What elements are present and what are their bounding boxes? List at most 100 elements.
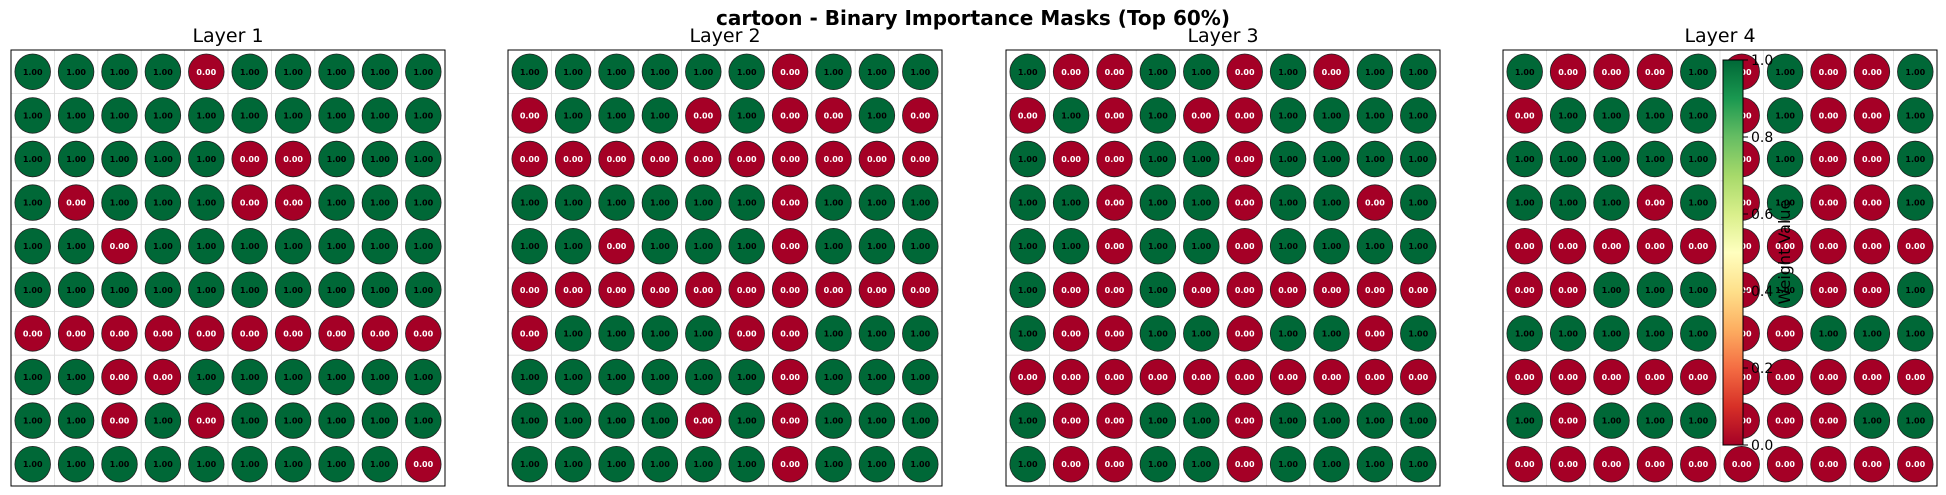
mask-cell-label: 1.00 [824, 460, 844, 469]
mask-cell-label: 1.00 [1558, 155, 1578, 164]
mask-cell [1313, 184, 1350, 221]
mask-cell-label: 1.00 [240, 111, 260, 120]
mask-cell-label: 0.00 [780, 68, 800, 77]
mask-cell [1269, 53, 1307, 90]
mask-cell-label: 1.00 [66, 68, 86, 77]
mask-cell [1226, 97, 1263, 134]
mask-cell [144, 140, 182, 178]
mask-cell-label: 1.00 [563, 199, 583, 208]
mask-cell-label: 1.00 [1905, 68, 1925, 77]
mask-cell [511, 446, 548, 483]
mask-cell-label: 0.00 [1061, 68, 1081, 77]
mask-cell [361, 402, 399, 439]
mask-cell [1897, 184, 1934, 221]
mask-cell-label: 1.00 [370, 111, 390, 120]
mask-cell [685, 228, 722, 265]
mask-cell-label: 1.00 [196, 460, 216, 469]
mask-cell [1680, 140, 1717, 178]
mask-cell [361, 228, 399, 265]
mask-cell [1356, 184, 1394, 221]
colorbar-tick-label: 0.4 [1751, 284, 1773, 300]
mask-cell-label: 1.00 [66, 286, 86, 295]
mask-cell-label: 1.00 [1905, 111, 1925, 120]
mask-cell [858, 97, 896, 134]
mask-cell [1269, 228, 1307, 265]
mask-cell-label: 1.00 [824, 242, 844, 251]
mask-cell-label: 0.00 [1602, 373, 1622, 382]
mask-cell [1139, 271, 1177, 308]
mask-cell [1183, 315, 1220, 352]
mask-cell [274, 140, 312, 178]
layer-panel-3: Layer 3 1.00 0.00 0.00 1.00 1.00 0.00 1.00 0.00 1… [1005, 25, 1441, 487]
mask-cell [641, 271, 679, 308]
mask-cell [902, 140, 939, 178]
mask-cell [641, 184, 679, 221]
mask-cell [405, 446, 442, 483]
colorbar-gradient [1722, 59, 1744, 446]
mask-cell [144, 446, 182, 483]
mask-cell-label: 1.00 [196, 199, 216, 208]
mask-cell [1313, 446, 1350, 483]
mask-cell-label: 1.00 [1018, 155, 1038, 164]
colorbar-tick-label: 0.6 [1751, 207, 1773, 223]
panel-frame [507, 49, 943, 487]
mask-cell [728, 402, 765, 439]
mask-cell [1810, 315, 1847, 352]
mask-cell-label: 0.00 [1688, 460, 1708, 469]
mask-cell [1766, 97, 1804, 134]
mask-cell [14, 184, 51, 221]
mask-cell-label: 0.00 [1645, 242, 1665, 251]
mask-cell-label: 1.00 [1018, 460, 1038, 469]
mask-cell-label: 1.00 [196, 373, 216, 382]
mask-cell [1897, 315, 1934, 352]
mask-cell-label: 1.00 [1602, 155, 1622, 164]
mask-cell [144, 315, 182, 352]
mask-cell-label: 1.00 [283, 460, 303, 469]
mask-cell-label: 0.00 [1558, 286, 1578, 295]
mask-cell-label: 1.00 [23, 373, 43, 382]
mask-cell [1356, 140, 1394, 178]
mask-cell-label: 0.00 [1819, 111, 1839, 120]
mask-cell-label: 1.00 [1278, 199, 1298, 208]
mask-cell-label: 1.00 [1602, 417, 1622, 426]
mask-cell-label: 1.00 [1905, 155, 1925, 164]
mask-cell-label: 1.00 [1191, 329, 1211, 338]
mask-cell-label: 0.00 [1905, 242, 1925, 251]
mask-cell [511, 315, 548, 352]
mask-cell [1356, 228, 1394, 265]
mask-cell [1400, 184, 1437, 221]
mask-cell [815, 402, 852, 439]
mask-cell [14, 446, 51, 483]
mask-cell [554, 402, 592, 439]
layer-panel-2: Layer 2 1.00 1.00 1.00 1.00 1.00 1.00 0.00 1.00 1… [507, 25, 943, 487]
mask-cell-label: 0.00 [563, 155, 583, 164]
mask-cell [1636, 271, 1674, 308]
mask-cell [318, 358, 355, 396]
mask-cell-label: 0.00 [1148, 373, 1168, 382]
mask-cell [144, 228, 182, 265]
mask-cell [274, 184, 312, 221]
mask-cell-label: 0.00 [1235, 460, 1255, 469]
mask-cell [771, 228, 809, 265]
mask-cell [274, 446, 312, 483]
mask-cell [231, 271, 268, 308]
mask-cell [231, 315, 268, 352]
mask-cell [1593, 97, 1630, 134]
mask-cell-label: 0.00 [413, 460, 433, 469]
mask-cell [1506, 402, 1543, 439]
mask-cell-label: 1.00 [1688, 155, 1708, 164]
mask-cell-label: 0.00 [1688, 242, 1708, 251]
mask-cell [858, 140, 896, 178]
mask-cell [1356, 358, 1394, 396]
mask-cell [685, 402, 722, 439]
mask-cell [1636, 358, 1674, 396]
mask-cell-label: 1.00 [1408, 199, 1428, 208]
mask-cell [1400, 140, 1437, 178]
mask-cell-label: 0.00 [153, 373, 173, 382]
mask-cell [1549, 358, 1587, 396]
mask-cell [554, 97, 592, 134]
mask-cell [1313, 53, 1350, 90]
mask-cell-label: 0.00 [1515, 286, 1535, 295]
mask-cell-label: 0.00 [867, 286, 887, 295]
mask-cell-label: 0.00 [110, 242, 130, 251]
